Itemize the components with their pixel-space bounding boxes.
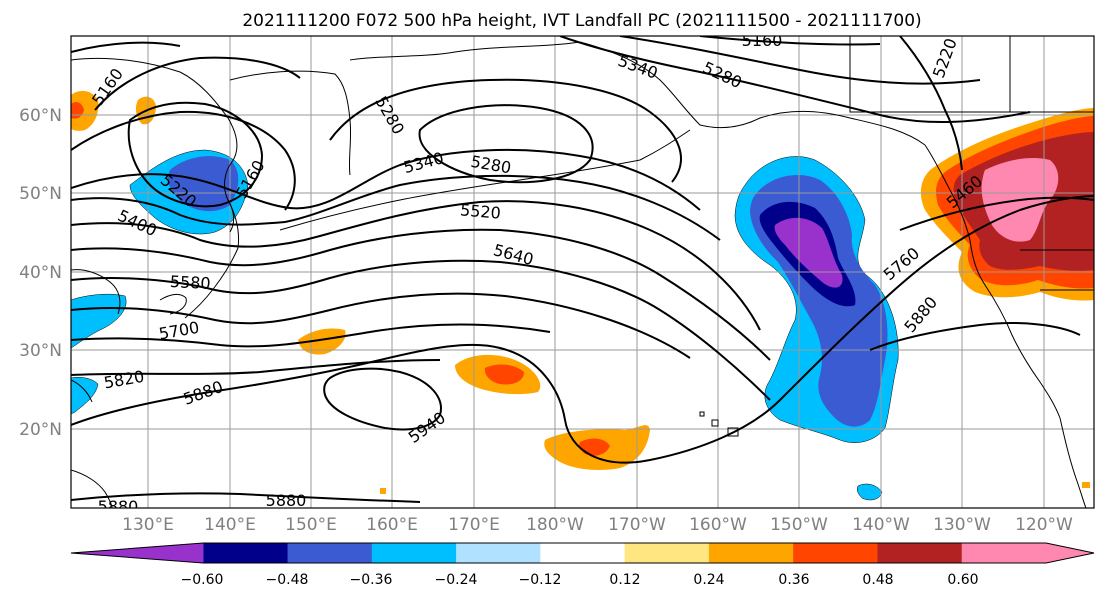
lon-label: 140°W: [852, 515, 910, 535]
colorbar-cell: [287, 543, 373, 563]
lat-label-30n: 30°N: [19, 341, 62, 361]
colorbar-cell: [793, 543, 878, 563]
shading-negative-central: [734, 156, 899, 501]
colorbar-tick-label: 0.60: [947, 572, 978, 588]
colorbar-tick-label: 0.24: [693, 572, 724, 588]
contour-label: 5520: [459, 200, 501, 222]
colorbar-tick-label: −0.24: [435, 572, 478, 588]
shading-positive-east: [920, 108, 1094, 301]
lon-label: 130°W: [933, 515, 991, 535]
colorbar-outline: [70, 542, 1095, 564]
colorbar-tick-labels: −0.60 −0.48 −0.36 −0.24 −0.12 0.12 0.24 …: [181, 572, 979, 588]
lat-label-50n: 50°N: [19, 184, 62, 204]
colorbar-cell: [371, 543, 457, 563]
map-title: 2021111200 F072 500 hPa height, IVT Land…: [242, 11, 921, 31]
longitude-labels: 130°E 140°E 150°E 160°E 170°E 180°W 170°…: [122, 515, 1073, 535]
colorbar-tick-label: −0.36: [350, 572, 393, 588]
height-contours: [71, 36, 1094, 503]
colorbar-tick-label: 0.48: [862, 572, 893, 588]
contour-label: 5580: [169, 272, 211, 293]
colorbar-cell: [877, 543, 963, 563]
colorbar-tick-label: −0.60: [181, 572, 224, 588]
lon-label: 160°E: [366, 515, 418, 535]
colorbar-extend-high: [1046, 543, 1094, 563]
contour-label: 5880: [98, 497, 139, 516]
lon-label: 130°E: [122, 515, 174, 535]
colorbar-cell: [456, 543, 541, 563]
lon-label: 170°W: [608, 515, 666, 535]
colorbar-cell: [624, 543, 710, 563]
lon-label: 160°W: [689, 515, 747, 535]
map-contents: 5160 5280 5160 5220 5340 5280 5220 5160 …: [71, 31, 1094, 516]
colorbar-cell: [540, 543, 626, 563]
shading-negative-west: [71, 149, 249, 415]
lat-label-20n: 20°N: [19, 420, 62, 440]
lon-label: 140°E: [204, 515, 256, 535]
contour-label: 5880: [266, 491, 307, 510]
colorbar-tick-label: −0.12: [519, 572, 562, 588]
lon-label: 170°E: [448, 515, 500, 535]
colorbar-cell: [708, 543, 794, 563]
lat-label-40n: 40°N: [19, 263, 62, 283]
lon-label: 180°W: [526, 515, 584, 535]
lon-label: 150°E: [285, 515, 337, 535]
lon-label: 120°W: [1015, 515, 1073, 535]
lat-label-60n: 60°N: [19, 106, 62, 126]
colorbar-tick-label: 0.12: [609, 572, 640, 588]
colorbar-extend-low: [71, 543, 204, 563]
colorbar-cell: [203, 543, 289, 563]
colorbar-cells: [70, 542, 1095, 564]
colorbar-tick-label: −0.48: [266, 572, 309, 588]
latitude-labels: 60°N 50°N 40°N 30°N 20°N: [19, 106, 62, 440]
colorbar: −0.60 −0.48 −0.36 −0.24 −0.12 0.12 0.24 …: [70, 542, 1095, 588]
map-panel: 5160 5280 5160 5220 5340 5280 5220 5160 …: [70, 31, 1095, 516]
colorbar-cell: [961, 543, 1047, 563]
colorbar-tick-label: 0.36: [778, 572, 809, 588]
lon-label: 150°W: [770, 515, 828, 535]
contour-label: 5160: [742, 31, 783, 50]
